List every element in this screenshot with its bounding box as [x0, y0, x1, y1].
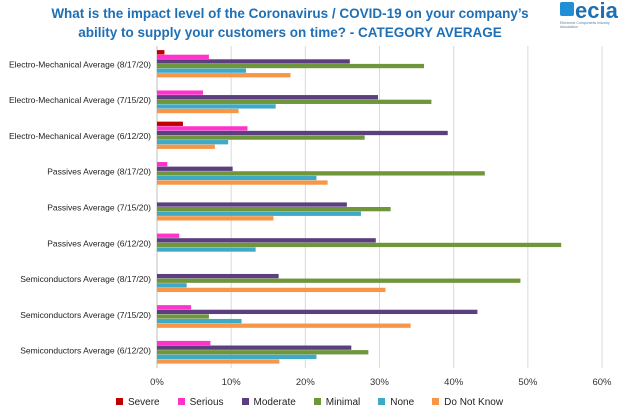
bar-moderate	[157, 202, 347, 207]
bar-moderate	[157, 345, 352, 350]
bar-do-not-know	[157, 108, 239, 114]
bar-none	[157, 211, 361, 216]
legend-swatch	[241, 398, 249, 405]
bar-minimal	[157, 63, 424, 69]
bar-do-not-know	[157, 323, 411, 328]
bar-serious	[157, 162, 168, 167]
x-tick-label: 50%	[518, 377, 538, 388]
bar-none	[157, 104, 276, 109]
logo-tagline: Electronic Components Industry Associati…	[560, 21, 610, 29]
legend-item: Serious	[177, 397, 224, 408]
bar-severe	[157, 121, 183, 126]
bar-minimal	[157, 350, 369, 355]
bar-serious	[157, 305, 192, 310]
bar-do-not-know	[157, 180, 328, 185]
bar-minimal	[157, 99, 432, 104]
category-label: Semiconductors Average (7/15/20)	[20, 310, 151, 320]
bar-none	[157, 140, 229, 145]
category-label: Electro-Mechanical Average (7/15/20)	[9, 95, 151, 105]
legend-label: Moderate	[253, 397, 296, 408]
category-label: Electro-Mechanical Average (8/17/20)	[9, 59, 151, 69]
legend-label: None	[390, 397, 415, 408]
legend-label: Minimal	[325, 397, 361, 408]
bar-moderate	[157, 273, 279, 279]
bar-none	[157, 68, 246, 73]
bar-minimal	[157, 135, 365, 140]
bar-moderate	[157, 130, 448, 136]
bar-moderate	[157, 59, 350, 64]
bar-serious	[157, 340, 211, 346]
category-label: Electro-Mechanical Average (6/12/20)	[9, 131, 151, 141]
x-tick-label: 60%	[592, 377, 612, 388]
bar-moderate	[157, 95, 379, 100]
bar-minimal	[157, 278, 521, 283]
category-label: Semiconductors Average (8/17/20)	[20, 274, 151, 284]
bar-do-not-know	[157, 216, 274, 221]
legend-swatch	[432, 398, 440, 405]
bar-moderate	[157, 238, 376, 243]
bar-do-not-know	[157, 73, 291, 78]
logo-mark-icon	[560, 2, 574, 16]
legend-swatch	[177, 398, 185, 405]
bar-serious	[157, 54, 209, 59]
bar-none	[157, 247, 256, 252]
bar-serious	[157, 90, 203, 95]
category-label: Semiconductors Average (6/12/20)	[20, 346, 151, 356]
legend-label: Serious	[189, 397, 224, 408]
category-label: Passives Average (6/12/20)	[47, 238, 151, 248]
legend-swatch	[378, 398, 386, 405]
bar-severe	[157, 50, 165, 55]
bar-none	[157, 318, 242, 324]
bar-moderate	[157, 166, 233, 171]
bar-minimal	[157, 242, 562, 248]
x-tick-label: 0%	[150, 377, 164, 388]
bar-serious	[157, 126, 248, 131]
x-tick-label: 10%	[222, 377, 242, 388]
bar-minimal	[157, 171, 485, 176]
legend-item: None	[378, 397, 414, 408]
category-label: Passives Average (8/17/20)	[47, 167, 151, 177]
legend-item: Moderate	[241, 397, 296, 408]
chart-title: What is the impact level of the Coronavi…	[51, 6, 529, 40]
chart-legend: Severe Serious Moderate Minimal None Do Not K…	[0, 397, 619, 408]
legend-label: Severe	[127, 397, 160, 408]
x-tick-label: 20%	[296, 377, 316, 388]
legend-item: Do Not Know	[432, 397, 503, 408]
x-tick-label: 40%	[444, 377, 464, 388]
category-label: Passives Average (7/15/20)	[47, 203, 151, 213]
legend-label: Do Not Know	[444, 397, 504, 408]
logo-text: ecia	[575, 0, 618, 23]
bar-none	[157, 283, 187, 288]
bar-none	[157, 175, 317, 181]
x-tick-label: 30%	[370, 377, 390, 388]
legend-swatch	[115, 398, 123, 405]
legend-item: Minimal	[313, 397, 361, 408]
bar-none	[157, 354, 317, 360]
bar-moderate	[157, 309, 478, 315]
bar-minimal	[157, 207, 391, 212]
bar-serious	[157, 233, 180, 238]
legend-item: Severe	[115, 397, 160, 408]
bar-minimal	[157, 314, 209, 319]
legend-swatch	[313, 398, 321, 405]
bar-do-not-know	[157, 359, 280, 364]
bar-do-not-know	[157, 144, 215, 149]
bar-do-not-know	[157, 287, 386, 293]
ecia-logo: ecia Electronic Components Industry Asso…	[560, 0, 618, 32]
